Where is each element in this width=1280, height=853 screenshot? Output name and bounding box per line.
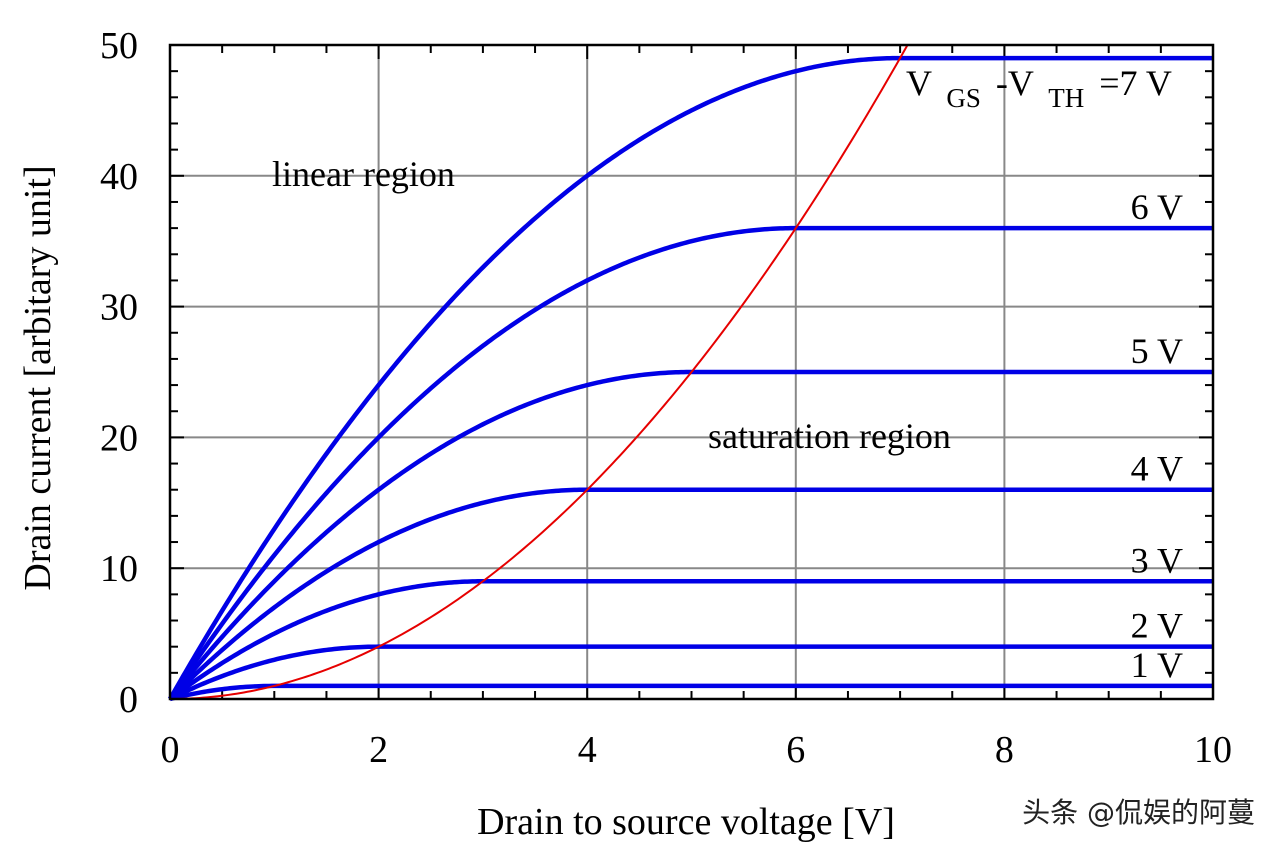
y-tick-label-20: 20 xyxy=(100,417,138,459)
series-labels: 1 V2 V 3 V 4 V 5 V 6 V xyxy=(1131,187,1183,685)
series-label-5v: 5 V xyxy=(1131,331,1183,371)
x-tick-label-6: 6 xyxy=(786,729,805,771)
series-line-6v xyxy=(168,225,1213,701)
series-label-1v: 1 V xyxy=(1131,645,1183,685)
series-line-7v xyxy=(168,55,1213,701)
y-tick-label-30: 30 xyxy=(100,287,138,329)
x-axis-label: Drain to source voltage [V] xyxy=(477,801,895,843)
y-tick-label-10: 10 xyxy=(100,548,138,590)
series-line-2v xyxy=(168,644,1213,702)
x-tick-label-10: 10 xyxy=(1194,729,1232,771)
boundary-curve-line xyxy=(169,44,909,700)
plot-frame xyxy=(168,43,1215,701)
x-tick-label-0: 0 xyxy=(161,729,180,771)
series-line-4v xyxy=(168,487,1213,701)
label-th: TH xyxy=(1048,83,1084,113)
y-axis-label: Drain current [arbitary unit] xyxy=(17,165,59,590)
annotation-linear-region: linear region xyxy=(272,154,455,194)
annotation-saturation-region: saturation region xyxy=(708,416,951,456)
series-label-6v: 6 V xyxy=(1131,187,1183,227)
tick-labels: 0 2 4 6 8 10 0 10 20 30 40 50 xyxy=(100,25,1232,771)
saturation-boundary xyxy=(169,44,909,700)
y-tick-label-0: 0 xyxy=(119,679,138,721)
x-tick-label-2: 2 xyxy=(369,729,388,771)
x-tick-label-4: 4 xyxy=(578,729,597,771)
label-v: V xyxy=(906,63,932,103)
series-label-4v: 4 V xyxy=(1131,449,1183,489)
y-tick-label-40: 40 xyxy=(100,156,138,198)
top-series-label: V GS -V TH =7 V xyxy=(906,63,1172,115)
grid-lines xyxy=(170,45,1213,699)
series-line-1v xyxy=(169,683,1213,702)
series-line-3v xyxy=(168,579,1213,701)
series-label-2v: 2 V xyxy=(1131,606,1183,646)
watermark: 头条 @侃娱的阿蔓 xyxy=(1022,796,1255,829)
axis-ticks xyxy=(169,44,1214,700)
x-tick-label-8: 8 xyxy=(995,729,1014,771)
label-dash-v: -V xyxy=(996,63,1034,103)
label-value: =7 V xyxy=(1099,63,1172,103)
y-tick-label-50: 50 xyxy=(100,25,138,67)
label-gs: GS xyxy=(946,83,981,113)
series-label-3v: 3 V xyxy=(1131,540,1183,580)
